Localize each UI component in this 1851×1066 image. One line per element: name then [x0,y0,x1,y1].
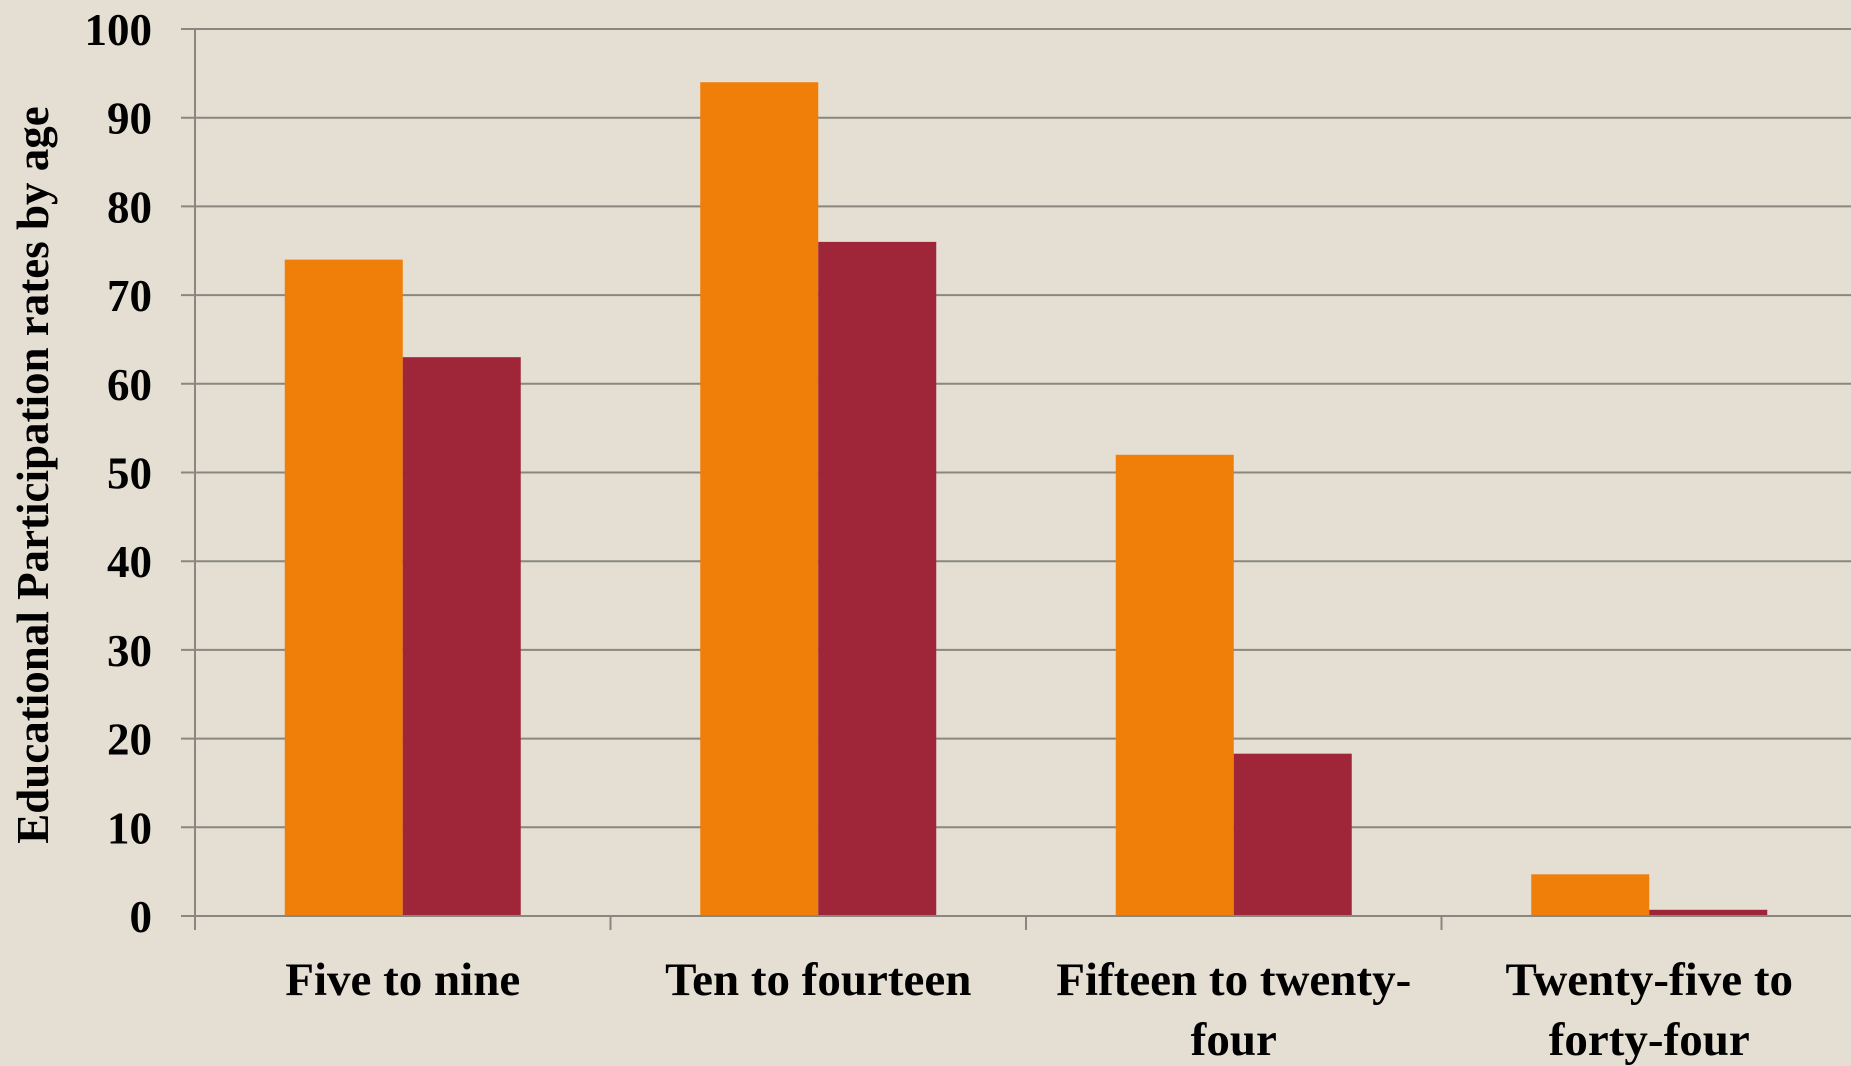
bar-series2-cat3 [1233,753,1352,916]
x-category-label: Fifteen to twenty-four [1056,954,1411,1066]
bar-series1-cat3 [1115,454,1234,916]
x-category-label-line: Twenty-five to [1505,954,1793,1006]
x-category-label-line: Ten to fourteen [665,954,971,1006]
bars [284,82,1768,917]
bar-series1-cat2 [700,82,819,917]
bar-series1-cat1 [284,259,403,916]
y-tick-label: 50 [107,449,152,499]
x-category-label-line: Five to nine [285,954,520,1006]
labels: 0 10 20 30 40 50 60 70 80 90 100 Five to nine Ten to… [85,5,1794,1066]
y-tick-label: 30 [107,626,152,676]
y-tick-label: 20 [107,715,152,765]
y-tick-label: 70 [107,271,152,321]
y-axis-title: Educational Participation rates by age [8,106,58,843]
bar-series1-cat4 [1531,874,1650,916]
x-category-label-line: forty-four [1549,1014,1750,1066]
bar-series2-cat2 [818,241,937,916]
y-tick-label: 10 [107,803,152,853]
x-category-label-line: Fifteen to twenty- [1056,954,1411,1006]
axes [194,29,1851,930]
y-tick-label: 0 [130,892,153,942]
x-category-label: Ten to fourteen [665,954,971,1006]
y-tick-label: 90 [107,94,152,144]
y-tick-label: 40 [107,537,152,587]
y-tick-label: 80 [107,182,152,232]
y-tick-label: 60 [107,360,152,410]
x-category-label: Five to nine [285,954,520,1006]
y-tick-label: 100 [85,5,153,55]
bar-series2-cat4 [1649,909,1768,916]
bar-series2-cat1 [402,357,521,916]
x-category-label: Twenty-five to forty-four [1505,954,1793,1066]
x-category-label-line: four [1191,1014,1277,1066]
